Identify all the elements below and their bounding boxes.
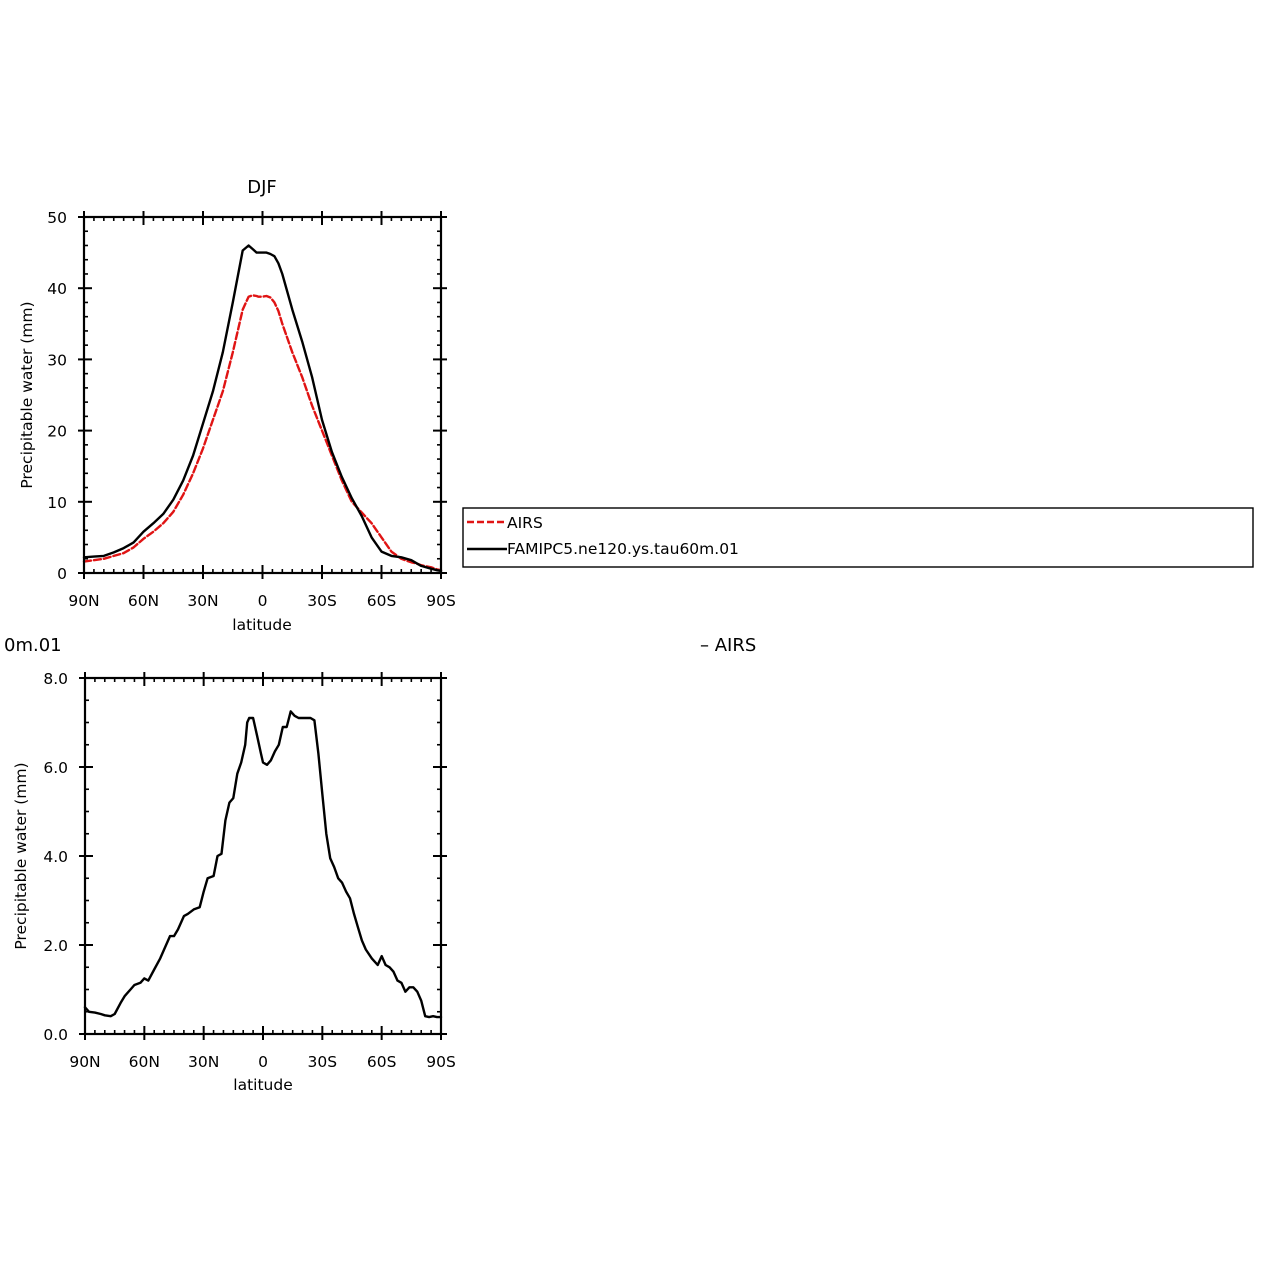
x-tick-label: 30N — [187, 592, 218, 610]
x-tick-label: 60S — [367, 1053, 397, 1071]
y-tick-label: 4.0 — [43, 848, 68, 866]
series-line-1-2 — [82, 244, 443, 573]
x-axis-label: latitude — [232, 616, 291, 634]
y-tick-label: 40 — [47, 280, 67, 298]
series-line-1-1 — [82, 294, 443, 572]
axis-ticks — [78, 211, 447, 579]
x-tick-labels: 90N 60N 30N 0 30S 60S 90S — [68, 592, 455, 610]
x-tick-label: 30N — [188, 1053, 219, 1071]
axis-ticks — [79, 672, 447, 1040]
x-tick-label: 30S — [308, 1053, 338, 1071]
y-tick-label: 0.0 — [43, 1026, 68, 1044]
x-tick-label: 90S — [426, 592, 456, 610]
plot-frame — [83, 676, 443, 1036]
x-tick-labels: 90N 60N 30N 0 30S 60S 90S — [69, 1053, 455, 1071]
x-tick-label: 90N — [68, 592, 99, 610]
legend-label-airs: AIRS — [507, 514, 543, 532]
series-layer — [82, 244, 443, 573]
title-fragment-left: 0m.01 — [4, 635, 62, 656]
y-tick-labels: 0 10 20 30 40 50 — [47, 209, 67, 583]
y-tick-label: 50 — [47, 209, 67, 227]
x-tick-label: 60N — [128, 592, 159, 610]
difference-chart-panel: 0m.01 – AIRS 0.0 2.0 4.0 6.0 8.0 90N 60N 30N 0 3… — [4, 635, 756, 1094]
series-line-2-1 — [83, 710, 443, 1019]
djf-chart-panel: DJF 0 10 20 30 40 50 90N 60N 30N 0 30S 60S 90S Prec… — [18, 177, 456, 634]
chart-title: DJF — [247, 177, 277, 198]
y-axis-label: Precipitable water (mm) — [12, 762, 30, 949]
y-tick-label: 0 — [57, 565, 67, 583]
y-axis-label: Precipitable water (mm) — [18, 301, 36, 488]
y-tick-label: 6.0 — [43, 759, 68, 777]
y-tick-label: 8.0 — [43, 670, 68, 688]
legend-box — [462, 507, 1254, 568]
x-tick-label: 60N — [129, 1053, 160, 1071]
y-tick-label: 2.0 — [43, 937, 68, 955]
plot-frame — [82, 215, 443, 575]
x-tick-label: 30S — [307, 592, 337, 610]
legend: AIRS FAMIPC5.ne120.ys.tau60m.01 — [462, 507, 1254, 568]
x-axis-label: latitude — [233, 1076, 292, 1094]
series-layer — [83, 710, 443, 1019]
x-tick-label: 90N — [69, 1053, 100, 1071]
y-tick-label: 20 — [47, 423, 67, 441]
x-tick-label: 0 — [258, 1053, 268, 1071]
legend-label-famipc5: FAMIPC5.ne120.ys.tau60m.01 — [507, 540, 739, 558]
x-tick-label: 90S — [426, 1053, 456, 1071]
y-tick-labels: 0.0 2.0 4.0 6.0 8.0 — [43, 670, 68, 1044]
x-tick-label: 60S — [367, 592, 397, 610]
y-tick-label: 30 — [47, 351, 67, 369]
title-fragment-right: – AIRS — [700, 635, 756, 656]
y-tick-label: 10 — [47, 494, 67, 512]
x-tick-label: 0 — [258, 592, 268, 610]
